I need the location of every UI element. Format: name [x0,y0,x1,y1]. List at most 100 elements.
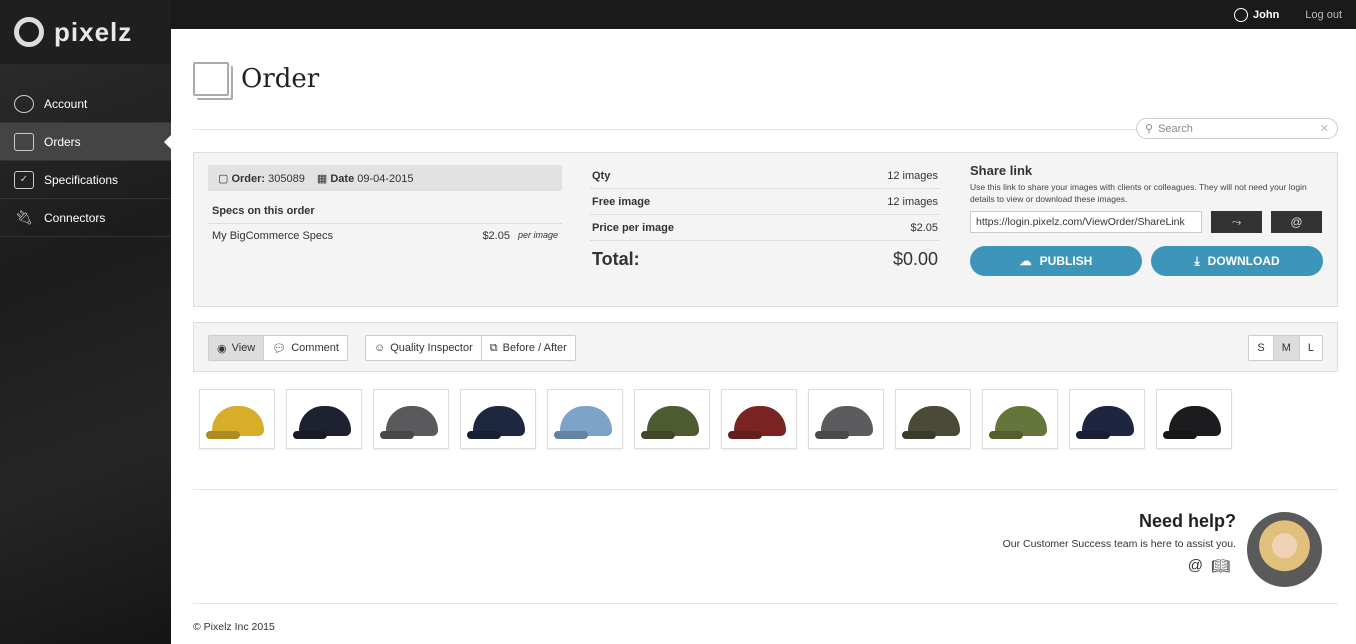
user-avatar-icon [1234,7,1249,22]
before-after-button[interactable]: ⧉ Before / After [482,336,575,360]
price-label: Price per image [592,221,674,234]
help-title: Need help? [1138,511,1236,531]
qty-label: Qty [592,169,611,182]
copy-link-button[interactable]: ⤳ [1211,211,1262,233]
cap-image [995,406,1047,436]
qty-value: 12 images [887,169,938,182]
image-thumbnail[interactable] [373,389,449,449]
before-after-icon: ⧉ [489,341,498,354]
comment-icon: 💬︎ [272,342,287,355]
email-link-button[interactable]: @ [1271,211,1322,233]
page-header: Order [193,29,1338,129]
price-row: Price per image $2.05 [590,215,940,241]
cap-image [1169,406,1221,436]
download-button[interactable]: ⤓ DOWNLOAD [1151,246,1323,276]
user-icon [14,94,34,113]
main-content: Order ⚲ Search ✕ ▢ Order: 305089 ▦ Date 09… [193,29,1338,633]
support-avatar [1247,512,1322,587]
price-value: $2.05 [910,221,938,234]
clear-icon[interactable]: ✕ [1319,123,1329,135]
inspector-icon: ☺ [374,342,386,354]
logo[interactable]: pixelz [0,0,171,64]
search-icon: ⚲ [1145,123,1154,135]
total-row: Total: $0.00 [590,241,940,277]
view-label: View [231,342,256,354]
cap-image [821,406,873,436]
image-thumbnail[interactable] [634,389,710,449]
free-row: Free image 12 images [590,189,940,215]
total-label: Total: [592,248,640,269]
footer: © Pixelz Inc 2015 [193,603,1338,633]
publish-button[interactable]: ☁ PUBLISH [970,246,1142,276]
size-m-button[interactable]: M [1273,336,1300,360]
qty-row: Qty 12 images [590,163,940,189]
image-thumbnail[interactable] [808,389,884,449]
share-link-section: Share link Use this link to share your i… [970,163,1324,276]
total-value: $0.00 [892,248,938,269]
sidebar-item-connectors[interactable]: 🔌︎ Connectors [0,199,171,237]
comment-label: Comment [291,342,339,354]
before-after-label: Before / After [502,342,567,354]
image-thumbnail[interactable] [1156,389,1232,449]
search-input[interactable]: ⚲ Search ✕ [1136,118,1338,139]
cap-image [647,406,699,436]
size-s-button[interactable]: S [1249,336,1274,360]
spec-unit: per image [517,230,558,240]
cap-image [560,406,612,436]
book-icon[interactable]: 📖︎ [1210,558,1230,575]
order-totals: Qty 12 images Free image 12 images Price p… [590,163,940,277]
sidebar-item-specifications[interactable]: ✓ Specifications [0,161,171,199]
image-thumbnail[interactable] [895,389,971,449]
order-image-icon [193,62,229,96]
order-number: ▢ Order: 305089 [218,172,305,185]
plug-icon: 🔌︎ [15,209,33,225]
cap-image [386,406,438,436]
cap-image [299,406,351,436]
image-thumbnail[interactable] [982,389,1058,449]
user-menu[interactable]: John [1234,7,1280,22]
copyright: © Pixelz Inc 2015 [193,621,275,633]
share-link-input[interactable] [970,211,1202,233]
image-thumbnail[interactable] [721,389,797,449]
sidebar: pixelz Account Orders ✓ Specifications 🔌︎… [0,0,171,644]
calendar-icon: ▦ [316,172,328,185]
image-thumbnail[interactable] [547,389,623,449]
date-value: 09-04-2015 [357,172,414,185]
size-l-button[interactable]: L [1307,342,1314,354]
sidebar-item-orders[interactable]: Orders [0,123,171,161]
comment-button[interactable]: 💬︎ Comment [264,336,347,360]
image-thumbnail[interactable] [460,389,536,449]
order-number-value: 305089 [268,172,305,185]
order-date: ▦ Date 09-04-2015 [317,172,414,185]
view-button[interactable]: ◉ View [209,336,265,360]
view-mode-group: ◉ View 💬︎ Comment [208,335,348,361]
sidebar-item-account[interactable]: Account [0,85,171,123]
logout-link[interactable]: Log out [1305,8,1342,21]
search-placeholder: Search [1158,122,1193,135]
specs-heading: Specs on this order [208,203,562,224]
thumbnail-grid [199,389,1232,449]
eye-icon: ◉ [217,342,227,355]
order-icon: ▢ [218,172,229,185]
sidebar-nav: Account Orders ✓ Specifications 🔌︎ Connect… [0,85,171,237]
email-icon[interactable]: @ [1187,557,1203,574]
images-icon [14,132,34,151]
share-title: Share link [970,163,1033,178]
share-actions: ☁ PUBLISH ⤓ DOWNLOAD [970,246,1324,276]
image-thumbnail[interactable] [286,389,362,449]
pixelz-logo-icon [14,17,44,47]
image-thumbnail[interactable] [1069,389,1145,449]
divider [193,489,1338,490]
free-value: 12 images [887,195,938,208]
sidebar-item-label: Account [44,96,88,111]
order-info-bar: ▢ Order: 305089 ▦ Date 09-04-2015 [208,165,562,191]
user-name: John [1253,8,1280,21]
free-label: Free image [592,195,651,208]
cloud-upload-icon: ☁ [1019,254,1032,268]
spec-name[interactable]: My BigCommerce Specs [212,230,334,242]
quality-inspector-button[interactable]: ☺ Quality Inspector [366,336,482,360]
cap-image [734,406,786,436]
spec-price: $2.05 [482,230,510,242]
image-thumbnail[interactable] [199,389,275,449]
thumbnail-size-group: S M L [1248,335,1323,361]
